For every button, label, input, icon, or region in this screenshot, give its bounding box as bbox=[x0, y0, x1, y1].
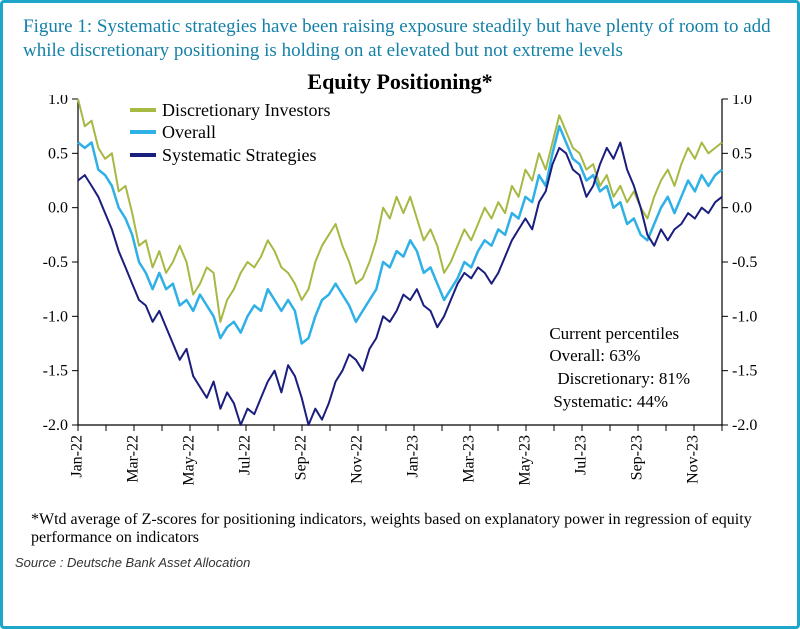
svg-text:-2.0: -2.0 bbox=[732, 417, 757, 434]
svg-text:Mar-23: Mar-23 bbox=[461, 435, 478, 483]
legend-swatch bbox=[130, 153, 156, 157]
source-label: Source : Deutsche Bank Asset Allocation bbox=[3, 547, 797, 570]
legend-swatch bbox=[130, 108, 156, 112]
svg-text:-2.0: -2.0 bbox=[43, 417, 68, 434]
svg-text:1.0: 1.0 bbox=[48, 95, 68, 108]
annotation-line: Systematic: 44% bbox=[549, 391, 690, 414]
legend-item-systematic: Systematic Strategies bbox=[130, 144, 330, 167]
legend-label: Systematic Strategies bbox=[162, 144, 316, 167]
svg-text:-1.0: -1.0 bbox=[43, 308, 68, 325]
chart-footnote: *Wtd average of Z-scores for positioning… bbox=[3, 511, 797, 548]
svg-text:1.0: 1.0 bbox=[732, 95, 752, 108]
legend-swatch bbox=[130, 130, 156, 134]
figure-caption: Figure 1: Systematic strategies have bee… bbox=[3, 3, 797, 67]
legend-item-overall: Overall bbox=[130, 121, 330, 144]
legend-label: Discretionary Investors bbox=[162, 99, 330, 122]
svg-text:Jul-22: Jul-22 bbox=[237, 435, 254, 475]
svg-text:-1.0: -1.0 bbox=[732, 308, 757, 325]
svg-text:0.0: 0.0 bbox=[48, 199, 68, 216]
svg-text:Sep-22: Sep-22 bbox=[293, 435, 310, 480]
svg-text:Nov-22: Nov-22 bbox=[349, 435, 366, 484]
annotation-line: Overall: 63% bbox=[549, 345, 690, 368]
chart-area: Discretionary Investors Overall Systemat… bbox=[20, 95, 780, 513]
svg-text:-1.5: -1.5 bbox=[732, 362, 757, 379]
figure-frame: Figure 1: Systematic strategies have bee… bbox=[0, 0, 800, 629]
svg-text:0.5: 0.5 bbox=[732, 145, 752, 162]
legend-label: Overall bbox=[162, 121, 216, 144]
svg-text:May-23: May-23 bbox=[517, 435, 534, 486]
svg-text:Nov-23: Nov-23 bbox=[685, 435, 702, 484]
annotation-line: Discretionary: 81% bbox=[549, 368, 690, 391]
legend: Discretionary Investors Overall Systemat… bbox=[130, 99, 330, 167]
percentile-annotation: Current percentiles Overall: 63% Discret… bbox=[549, 323, 690, 415]
svg-text:-0.5: -0.5 bbox=[43, 254, 68, 271]
svg-text:Jul-23: Jul-23 bbox=[573, 435, 590, 475]
svg-text:Jan-23: Jan-23 bbox=[405, 435, 422, 478]
svg-text:0.5: 0.5 bbox=[48, 145, 68, 162]
annotation-title: Current percentiles bbox=[549, 323, 690, 346]
svg-text:-1.5: -1.5 bbox=[43, 362, 68, 379]
svg-text:0.0: 0.0 bbox=[732, 199, 752, 216]
svg-text:-0.5: -0.5 bbox=[732, 254, 757, 271]
svg-text:Mar-22: Mar-22 bbox=[125, 435, 142, 483]
legend-item-discretionary: Discretionary Investors bbox=[130, 99, 330, 122]
svg-text:May-22: May-22 bbox=[181, 435, 198, 486]
svg-text:Sep-23: Sep-23 bbox=[629, 435, 646, 480]
chart-title: Equity Positioning* bbox=[3, 69, 797, 95]
svg-text:Jan-22: Jan-22 bbox=[69, 435, 86, 478]
